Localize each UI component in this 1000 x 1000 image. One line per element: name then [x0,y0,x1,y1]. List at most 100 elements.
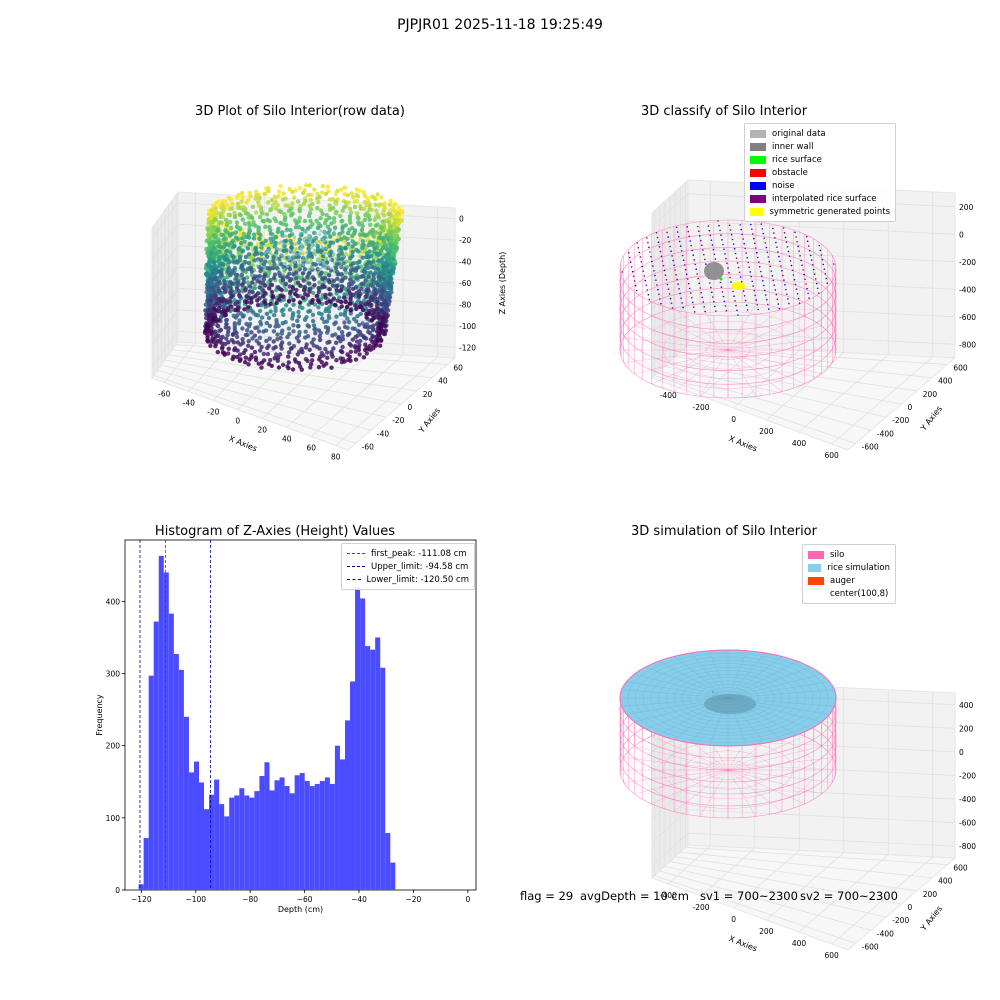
surface-point [677,283,679,285]
data-point [339,299,344,305]
data-point [259,251,264,257]
surface-point [764,289,766,292]
data-point [297,215,302,221]
legend-swatch [808,550,824,559]
data-point [378,248,384,253]
surface-point [714,305,716,308]
data-point [309,257,312,261]
status-flag: flag = 29 [520,889,574,903]
data-point [336,335,341,341]
status-avg-depth: avgDepth = 10 cm [580,889,689,903]
histogram-bar [385,832,391,890]
data-point [295,199,301,204]
data-point [228,250,233,255]
data-point [206,245,211,251]
data-point [286,360,291,365]
surface-point [737,314,739,316]
data-point [315,196,320,201]
surface-point [715,310,717,312]
surface-point [656,284,658,286]
surface-point [782,274,784,277]
data-point [212,217,218,222]
data-point [360,274,365,279]
data-point [311,266,314,269]
legend-label: auger [830,575,855,586]
surface-point [668,241,670,243]
surface-point [666,283,669,286]
data-point [356,249,361,254]
data-point [381,245,386,250]
data-point [234,259,239,264]
data-point [363,324,368,329]
data-point [336,272,341,277]
data-point [205,286,210,291]
data-point [311,323,317,328]
data-point [362,206,367,212]
data-point [236,247,241,252]
data-point [246,260,252,266]
data-point [376,215,382,220]
data-point [303,335,308,340]
data-point [273,240,278,246]
data-point [268,301,273,307]
data-point [319,312,324,317]
grid-line [168,354,417,392]
data-point [217,328,222,334]
surface-point [801,264,803,267]
data-point [226,212,232,218]
data-point [272,312,277,318]
data-point [220,214,226,220]
surface-mesh-spoke [727,652,766,699]
data-point [279,287,284,293]
silo-floor-ring [684,750,772,790]
surface-point [757,308,759,311]
data-point [291,323,296,328]
surface-point [712,248,715,251]
histogram-bar [204,809,210,890]
data-point [339,251,345,256]
surface-point [755,247,757,249]
data-point [386,269,391,275]
silo-floor-spoke [727,349,822,375]
data-point [273,352,279,357]
surface-point [794,231,796,234]
data-point [367,217,372,222]
data-point [303,329,308,334]
data-point [229,304,234,309]
surface-point [655,279,657,282]
data-point [370,284,375,289]
data-point [358,304,363,310]
silo-floor-ring [706,760,750,780]
data-point [290,250,294,254]
data-point [308,197,313,203]
data-point [378,330,383,335]
surface-point [787,298,789,300]
data-point [353,303,358,308]
data-point [368,253,374,259]
surface-point [809,254,812,257]
data-point [334,260,338,263]
legend-item: noise [750,179,890,192]
data-point [263,283,268,288]
surface-point [806,287,808,290]
data-point [281,191,286,196]
data-point [250,290,255,295]
data-point [279,331,284,336]
data-point [219,298,225,304]
data-point [317,300,322,305]
legend-swatch [750,181,766,190]
data-point [360,239,366,244]
legend-swatch [750,155,766,164]
data-point [324,263,327,266]
data-point [298,253,301,256]
surface-point [797,245,799,248]
surface-point [779,260,781,263]
data-point [339,278,344,284]
data-point [224,336,229,341]
data-point [342,324,348,330]
x-tick-label: −20 [406,895,422,904]
data-point [362,298,367,303]
grid-line [151,309,456,347]
data-point [329,221,334,226]
data-point [290,316,295,321]
